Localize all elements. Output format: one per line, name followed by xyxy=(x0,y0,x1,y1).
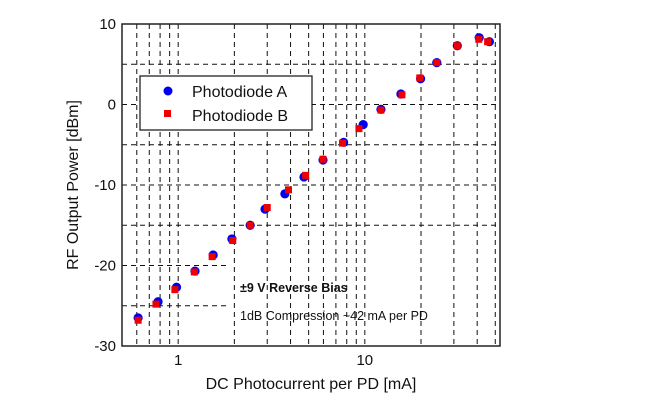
data-point-b xyxy=(263,204,271,212)
annotation-compression: 1dB Compression ~42 mA per PD xyxy=(240,309,428,323)
data-point-b xyxy=(453,42,461,50)
y-tick-label: -10 xyxy=(94,177,116,194)
data-point-b xyxy=(416,74,424,82)
legend-box xyxy=(139,75,313,131)
legend-marker-b xyxy=(164,110,171,117)
tick-labels: 1 10 10 0 -10 -20 -30 xyxy=(94,16,373,369)
data-point-b xyxy=(355,125,363,133)
data-point-b xyxy=(190,268,198,276)
plot-frame xyxy=(121,23,501,347)
annotation-bias: ±9 V Reverse Bias xyxy=(240,281,348,295)
data-point-b xyxy=(284,186,292,194)
data-point-b xyxy=(134,316,142,324)
legend-marker-a xyxy=(163,86,173,96)
data-point-b xyxy=(377,106,385,114)
data-point-b xyxy=(171,286,179,294)
x-tick-label: 1 xyxy=(174,352,182,369)
data-point-b xyxy=(246,221,254,229)
x-axis-label: DC Photocurrent per PD [mA] xyxy=(206,376,417,393)
y-tick-label: -20 xyxy=(94,258,116,275)
y-axis-label: RF Output Power [dBm] xyxy=(65,100,82,270)
data-point-b xyxy=(229,237,237,245)
legend-label-a: Photodiode A xyxy=(192,84,288,101)
data-point-b xyxy=(208,253,216,261)
data-point-b xyxy=(475,35,483,43)
y-tick-label: 10 xyxy=(99,16,116,33)
legend-label-b: Photodiode B xyxy=(192,108,288,125)
data-marks xyxy=(133,33,494,324)
data-point-b xyxy=(319,155,327,163)
y-tick-label: 0 xyxy=(108,97,116,114)
data-point-b xyxy=(484,38,492,46)
data-point-b xyxy=(152,300,160,308)
x-tick-label: 10 xyxy=(356,352,373,369)
y-tick-label: -30 xyxy=(94,338,116,355)
data-point-b xyxy=(433,59,441,67)
data-point-b xyxy=(302,171,310,179)
data-point-b xyxy=(339,139,347,147)
data-point-b xyxy=(398,91,406,99)
legend: Photodiode A Photodiode B xyxy=(163,84,288,125)
grid xyxy=(122,24,500,346)
